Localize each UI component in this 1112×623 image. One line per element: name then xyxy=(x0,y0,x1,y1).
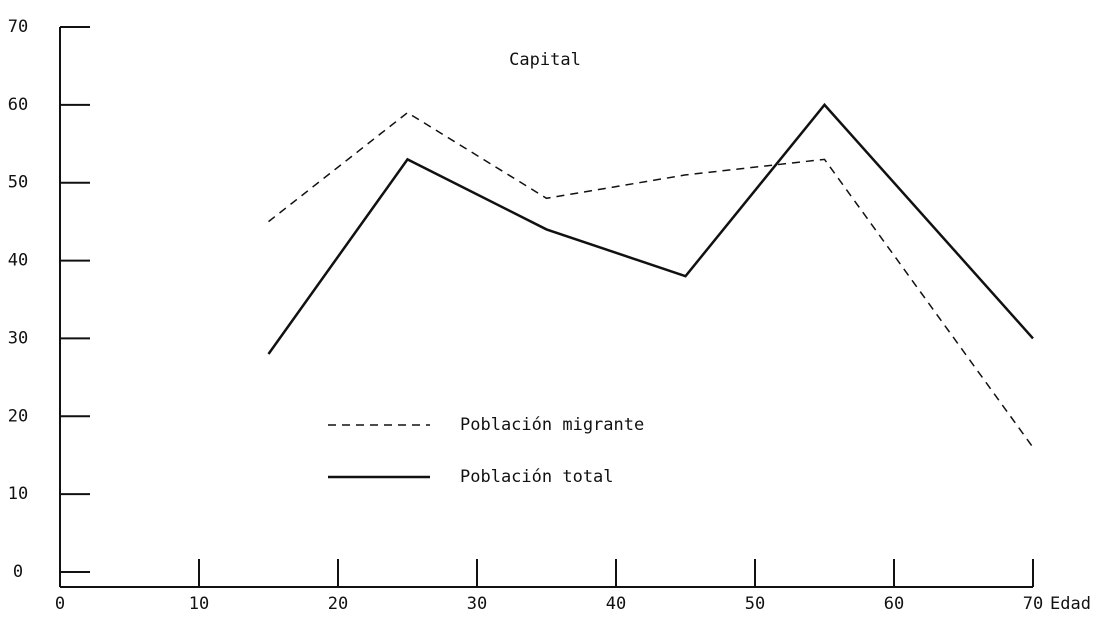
chart-title: Capital xyxy=(509,50,581,70)
y-tick-label: 60 xyxy=(8,95,28,115)
y-tick-label: 30 xyxy=(8,328,28,348)
x-tick-label: 40 xyxy=(606,594,626,614)
x-tick-label: 30 xyxy=(467,594,487,614)
x-tick-label: 70 xyxy=(1023,594,1043,614)
y-tick-label: 10 xyxy=(8,484,28,504)
y-tick-label: 20 xyxy=(8,406,28,426)
legend-label: Población total xyxy=(460,467,614,487)
y-tick-label: 40 xyxy=(8,251,28,271)
x-tick-label: 20 xyxy=(328,594,348,614)
x-axis-label: Edad xyxy=(1050,594,1091,614)
x-tick-label: 50 xyxy=(745,594,765,614)
y-tick-label: 50 xyxy=(8,173,28,193)
x-tick-label: 10 xyxy=(189,594,209,614)
y-tick-label: 70 xyxy=(8,17,28,37)
line xyxy=(267,102,1034,355)
legend-label: Población migrante xyxy=(460,415,644,435)
y-tick-label: 0 xyxy=(13,562,23,582)
x-tick-label: 0 xyxy=(55,594,65,614)
x-tick-label: 60 xyxy=(884,594,904,614)
line xyxy=(268,111,1034,448)
